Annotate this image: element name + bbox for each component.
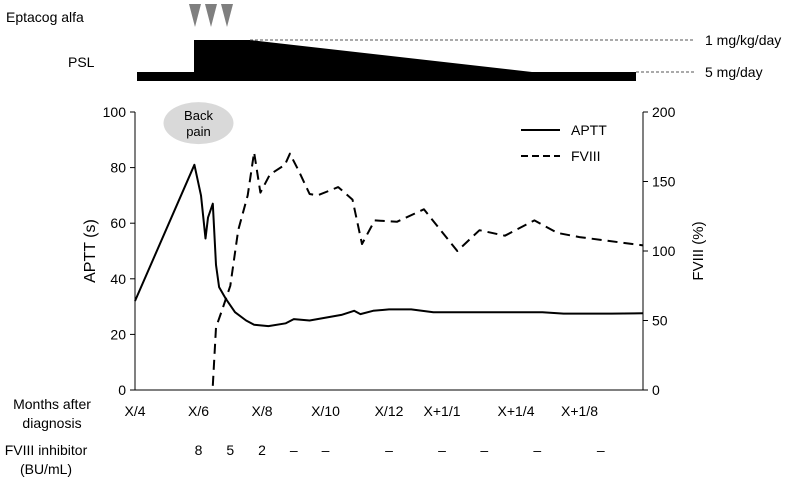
inhibitor-value: – [533, 442, 541, 458]
series-aptt-line [134, 163, 644, 328]
left-y-tick-label: 80 [110, 160, 126, 176]
psl-dose-bar [137, 40, 636, 81]
x-tick-label: X+1/8 [561, 403, 598, 419]
right-y-tick-label: 50 [652, 313, 668, 329]
right-y-tick-label: 200 [652, 104, 676, 120]
legend: APTT FVIII [521, 122, 607, 164]
back-pain-annotation: Back pain [163, 102, 234, 145]
inhibitor-label-line1: FVIII inhibitor [5, 442, 88, 458]
right-y-tick-label: 100 [652, 243, 676, 259]
inhibitor-values: 8 5 2 – – – – – – – [195, 442, 605, 458]
x-tick-label: X/12 [375, 403, 404, 419]
inhibitor-value: 8 [195, 442, 203, 458]
left-y-tick-label: 100 [103, 104, 127, 120]
left-y-axis-title: APTT (s) [82, 219, 99, 283]
psl-label: PSL [68, 54, 95, 70]
x-tick-label: X/4 [124, 403, 145, 419]
eptacog-label: Eptacog alfa [6, 9, 84, 25]
psl-high-label: 1 mg/kg/day [705, 32, 781, 48]
right-y-axis-title: FVIII (%) [690, 221, 707, 280]
left-y-tick-label: 40 [110, 271, 126, 287]
left-y-tick-label: 60 [110, 215, 126, 231]
x-axis-title-line1: Months after [13, 396, 91, 412]
inhibitor-value: – [385, 442, 393, 458]
inhibitor-value: – [290, 442, 298, 458]
x-tick-label: X+1/4 [498, 403, 535, 419]
series-fviii-line [211, 151, 644, 386]
series-layer [134, 151, 644, 386]
inhibitor-value: – [597, 442, 605, 458]
eptacog-dose-marker [221, 4, 233, 27]
bottom-panel: Months after diagnosis FVIII inhibitor (… [5, 396, 605, 477]
inhibitor-value: – [480, 442, 488, 458]
legend-aptt-label: APTT [571, 122, 607, 138]
top-panel: Eptacog alfa PSL 1 mg/kg/day 5 mg/day [6, 4, 781, 81]
back-pain-text-line2: pain [186, 124, 211, 139]
back-pain-ellipse [163, 102, 234, 145]
axis-ticks: 0 20 40 60 80 100 0 50 100 150 200 X/4 X/6 X/8 X/10 X/1… [103, 104, 676, 419]
right-y-tick-label: 150 [652, 174, 676, 190]
inhibitor-label-line2: (BU/mL) [20, 461, 72, 477]
inhibitor-value: 2 [258, 442, 266, 458]
eptacog-markers [189, 4, 233, 27]
psl-low-label: 5 mg/day [705, 64, 763, 80]
x-tick-label: X/10 [311, 403, 340, 419]
eptacog-dose-marker [205, 4, 217, 27]
inhibitor-value: – [438, 442, 446, 458]
x-axis-title-line2: diagnosis [22, 415, 81, 431]
inhibitor-value: – [322, 442, 330, 458]
x-tick-label: X/8 [251, 403, 272, 419]
legend-fviii-label: FVIII [571, 148, 601, 164]
x-tick-label: X+1/1 [424, 403, 461, 419]
left-y-tick-label: 20 [110, 326, 126, 342]
left-y-tick-label: 0 [118, 382, 126, 398]
inhibitor-value: 5 [226, 442, 234, 458]
back-pain-text-line1: Back [184, 108, 213, 123]
main-chart: 0 20 40 60 80 100 0 50 100 150 200 X/4 X/6 X/8 X/10 X/1… [82, 102, 707, 419]
eptacog-dose-marker [189, 4, 201, 27]
x-tick-label: X/6 [188, 403, 209, 419]
right-y-tick-label: 0 [652, 382, 660, 398]
